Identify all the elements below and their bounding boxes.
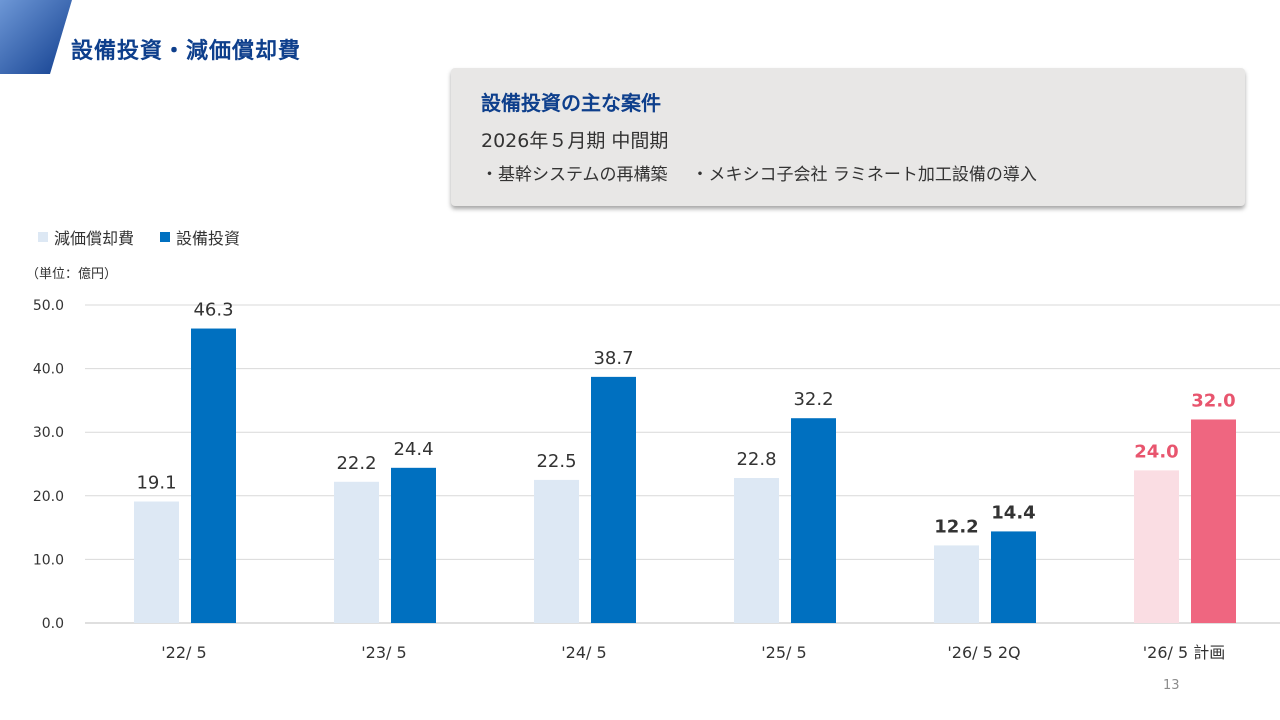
data-label: 32.2 xyxy=(793,389,833,410)
x-tick-label: '25/ 5 xyxy=(761,643,806,662)
bar-capex xyxy=(591,376,636,623)
y-tick-label: 40.0 xyxy=(33,362,64,378)
bar-capex xyxy=(991,531,1036,623)
unit-label: （単位：億円） xyxy=(26,267,118,282)
header-accent-shape xyxy=(0,0,72,74)
data-label: 38.7 xyxy=(593,348,633,369)
legend-swatch-depreciation xyxy=(38,232,48,242)
legend-swatch-capex xyxy=(160,232,171,242)
bar-depreciation xyxy=(1134,470,1179,623)
key-project-item: ・メキシコ子会社 ラミネート加工設備の導入 xyxy=(691,165,1037,185)
key-projects-period: 2026年５月期 中間期 xyxy=(481,130,669,152)
data-label: 46.3 xyxy=(193,300,233,321)
key-project-item: ・基幹システムの再構築 xyxy=(481,165,668,185)
data-label: 24.0 xyxy=(1134,441,1178,462)
data-label: 12.2 xyxy=(934,516,978,537)
x-tick-label: '23/ 5 xyxy=(361,643,406,662)
data-label: 14.4 xyxy=(991,502,1035,523)
bar-depreciation xyxy=(534,479,579,623)
key-projects-heading: 設備投資の主な案件 xyxy=(481,91,661,115)
bar-depreciation xyxy=(334,481,379,623)
page-title: 設備投資・減価償却費 xyxy=(71,39,302,64)
legend-label-capex: 設備投資 xyxy=(176,229,241,248)
key-projects-list: ・基幹システムの再構築 ・メキシコ子会社 ラミネート加工設備の導入 xyxy=(481,160,1037,185)
x-tick-label: '26/ 5 計画 xyxy=(1143,643,1226,662)
y-tick-label: 10.0 xyxy=(33,552,64,568)
bar-capex xyxy=(1191,419,1236,623)
data-label: 22.2 xyxy=(336,453,376,474)
data-label: 19.1 xyxy=(136,473,176,494)
data-label: 32.0 xyxy=(1191,390,1235,411)
legend-item-depreciation: 減価償却費 xyxy=(38,225,134,249)
y-tick-label: 30.0 xyxy=(33,425,64,441)
y-tick-label: 20.0 xyxy=(33,489,64,505)
bar-capex xyxy=(791,418,836,623)
legend-label-depreciation: 減価償却費 xyxy=(54,229,135,248)
data-label: 22.5 xyxy=(536,451,576,472)
bar-depreciation xyxy=(934,545,979,623)
key-projects-box: 設備投資の主な案件 2026年５月期 中間期 ・基幹システムの再構築 ・メキシコ… xyxy=(451,68,1245,206)
page-number: 13 xyxy=(1163,678,1180,693)
bar-capex xyxy=(191,328,236,623)
x-tick-label: '26/ 5 2Q xyxy=(947,643,1020,662)
bar-depreciation xyxy=(734,477,779,623)
y-tick-label: 0.0 xyxy=(42,616,64,632)
bar-capex xyxy=(391,467,436,623)
x-tick-label: '22/ 5 xyxy=(161,643,206,662)
bar-depreciation xyxy=(134,501,179,623)
chart-legend: 減価償却費 設備投資 xyxy=(38,225,240,249)
y-tick-label: 50.0 xyxy=(33,298,64,314)
x-tick-label: '24/ 5 xyxy=(561,643,606,662)
data-label: 24.4 xyxy=(393,439,433,460)
data-label: 22.8 xyxy=(736,449,776,470)
legend-item-capex: 設備投資 xyxy=(160,225,240,249)
